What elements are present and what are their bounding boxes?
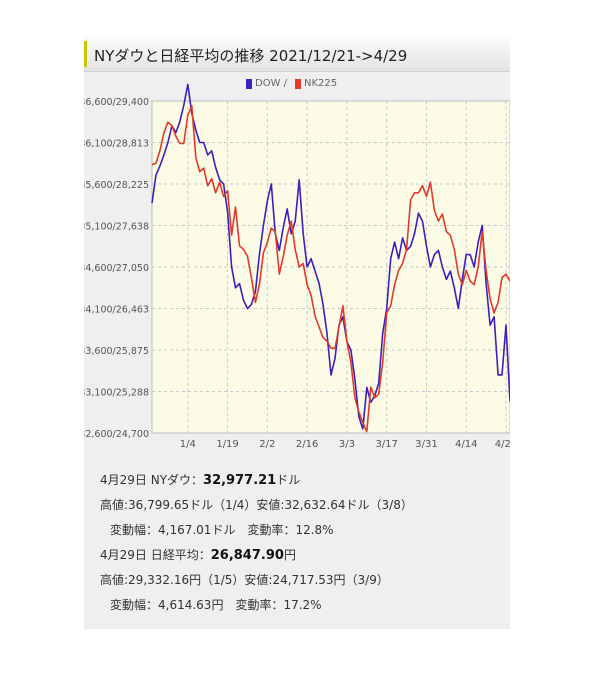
x-tick-label: 1/19 [216,439,238,450]
y-tick-label: 32,600/24,700 [84,429,149,440]
x-tick-label: 2/16 [296,439,318,450]
dow-high-low: 高値:36,799.65ドル（1/4）安値:32,632.64ドル（3/8） [100,498,413,512]
title-accent-bar [84,41,87,67]
y-tick-label: 36,600/29,400 [84,97,149,108]
plot-area [151,100,510,434]
y-tick-label: 35,100/27,638 [84,222,149,233]
nk-high-low: 高値:29,332.16円（1/5）安値:24,717.53円（3/9） [100,573,389,587]
y-tick-label: 33,600/25,875 [84,346,149,357]
nk-close-line: 4月29日 日経平均：26,847.90円 [100,546,296,563]
nk-change: 変動幅：4,614.63円 変動率：17.2% [110,598,322,612]
legend-dow-label: DOW / [255,78,288,89]
y-tick-label: 36,100/28,813 [84,139,149,150]
line-chart: 36,600/29,400 36,100/28,813 35,600/28,225 3… [84,83,510,450]
x-tick-label: 4/14 [455,439,477,450]
x-tick-label: 2/2 [259,439,275,450]
x-tick-label: 3/17 [375,439,397,450]
y-tick-label: 34,100/26,463 [84,305,149,316]
title-bar: NYダウと日経平均の推移 2021/12/21->4/29 [84,37,510,72]
x-tick-label: 4/29 [495,439,510,450]
dow-change: 変動幅：4,167.01ドル 変動率：12.8% [110,523,334,537]
x-tick-label: 1/4 [180,439,196,450]
nk-close-label: 4月29日 日経平均： [100,548,211,562]
y-tick-label: 35,600/28,225 [84,180,149,191]
dow-close-label: 4月29日 NYダウ： [100,473,204,487]
legend-nk-label: NK225 [304,78,338,89]
chart-legend: DOW / NK225 [246,78,337,89]
series-line-dow [151,83,510,430]
dow-close-value: 32,977.21 [203,473,277,488]
x-tick-label: 3/3 [339,439,355,450]
dow-close-unit: ドル [276,473,301,487]
y-tick-label: 34,600/27,050 [84,263,149,274]
chart-panel: NYダウと日経平均の推移 2021/12/21->4/29 DOW / NK22… [84,37,510,629]
series-line-nk225 [151,105,510,433]
y-tick-label: 33,100/25,288 [84,388,149,399]
legend-dow-swatch [246,78,252,89]
chart-title: NYダウと日経平均の推移 2021/12/21->4/29 [94,47,408,65]
legend-nk-swatch [295,78,302,89]
x-tick-label: 3/31 [415,439,437,450]
nk-close-unit: 円 [283,548,296,562]
nk-close-value: 26,847.90 [210,548,284,563]
dow-close-line: 4月29日 NYダウ：32,977.21ドル [100,471,300,488]
